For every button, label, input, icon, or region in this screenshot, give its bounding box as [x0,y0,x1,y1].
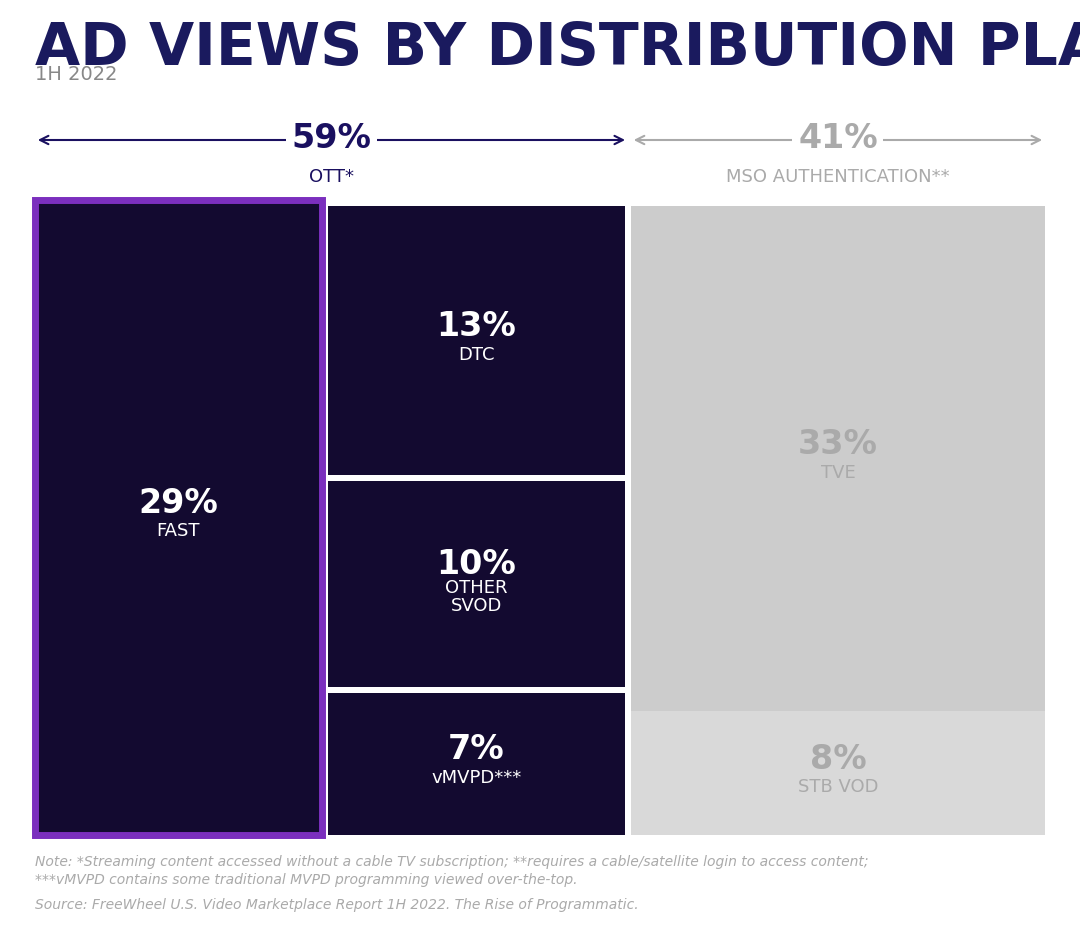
Text: 59%: 59% [292,122,372,155]
Text: AD VIEWS BY DISTRIBUTION PLATFORM: AD VIEWS BY DISTRIBUTION PLATFORM [35,20,1080,77]
Text: OTT*: OTT* [309,168,354,186]
Bar [328,693,625,835]
Text: 29%: 29% [138,487,218,520]
Bar [631,712,1045,835]
Text: 33%: 33% [798,428,878,461]
Text: 7%: 7% [448,733,504,767]
Text: MSO AUTHENTICATION**: MSO AUTHENTICATION** [726,168,949,186]
Text: TVE: TVE [821,464,855,482]
Text: 8%: 8% [810,743,866,775]
Bar [328,206,625,475]
Text: OTHER: OTHER [445,579,508,597]
Text: 13%: 13% [436,310,516,343]
Text: 1H 2022: 1H 2022 [35,65,118,84]
Text: Note: *Streaming content accessed without a cable TV subscription; **requires a : Note: *Streaming content accessed withou… [35,855,868,869]
Bar [35,200,322,835]
Text: FAST: FAST [157,522,200,541]
Text: 10%: 10% [436,547,516,580]
Text: vMVPD***: vMVPD*** [431,769,522,787]
Text: 41%: 41% [798,122,878,155]
Bar [631,206,1045,712]
Text: Source: FreeWheel U.S. Video Marketplace Report 1H 2022. The Rise of Programmati: Source: FreeWheel U.S. Video Marketplace… [35,898,638,912]
Text: STB VOD: STB VOD [798,778,878,796]
Text: ***vMVPD contains some traditional MVPD programming viewed over-the-top.: ***vMVPD contains some traditional MVPD … [35,873,578,887]
Text: DTC: DTC [458,346,495,364]
Text: SVOD: SVOD [450,597,502,615]
Bar [328,481,625,687]
